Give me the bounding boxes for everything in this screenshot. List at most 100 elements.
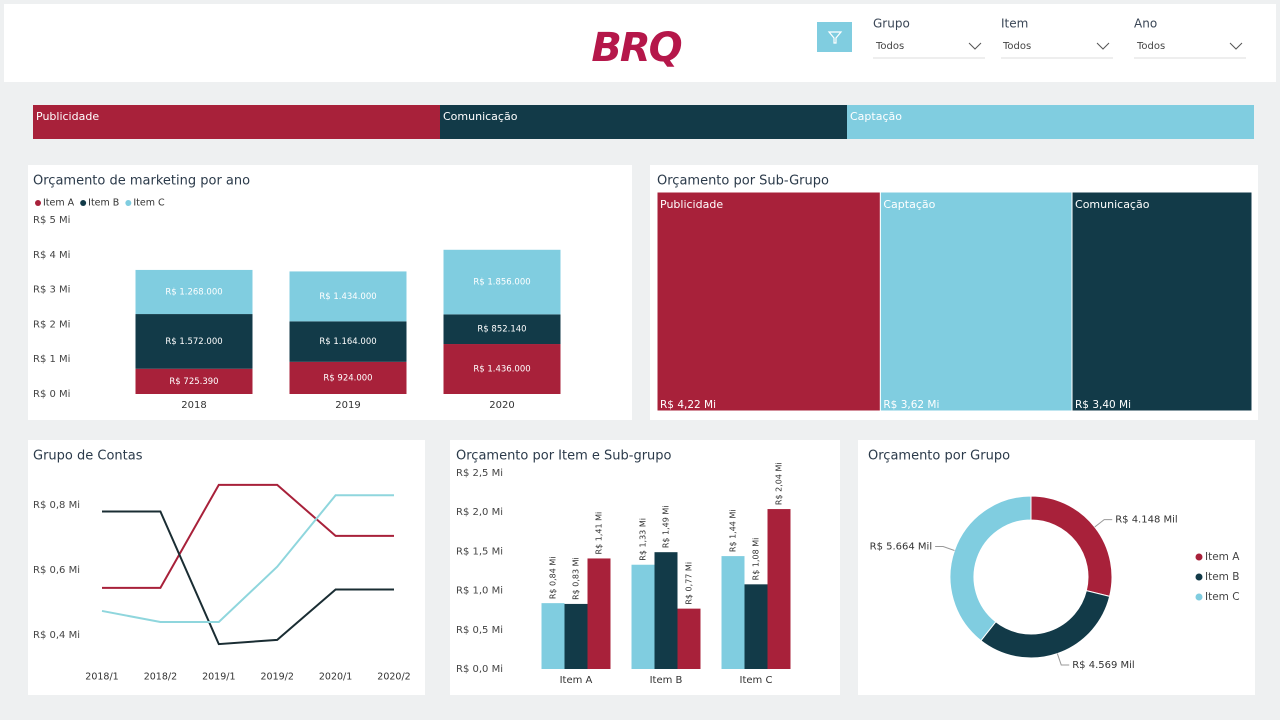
bar [677,608,701,669]
line-series [101,494,394,623]
panel [858,440,1255,695]
filter-icon-bg [817,22,852,52]
filter-value: Todos [1002,41,1031,52]
data-label: R$ 1,49 Mi [662,506,671,549]
filter-ano[interactable]: Ano Todos [1134,17,1246,59]
chevron [968,42,982,50]
x-tick-label: Item A [560,675,593,686]
tile-label: Publicidade [660,198,723,211]
chart-title: Grupo de Contas [33,449,143,464]
x-tick-label: 2019/2 [260,672,293,683]
data-label: R$ 924.000 [323,373,372,383]
legend-label: Item B [88,198,119,209]
bar-segment [443,249,561,315]
tab-label: Publicidade [36,110,99,123]
chart-title: Orçamento por Grupo [868,449,1010,464]
bar [564,603,588,669]
filter-grupo[interactable]: Grupo Todos [873,17,985,59]
x-tick-label: 2018/1 [85,672,118,683]
y-tick-label: R$ 0 Mi [33,389,70,400]
x-tick-label: 2019/1 [202,672,235,683]
filter-value: Todos [1136,41,1165,52]
data-label: R$ 1.572.000 [165,337,222,347]
bar [767,509,791,669]
treemap-tile [1071,191,1253,412]
chevron [1096,42,1110,50]
data-label: R$ 725.390 [169,377,218,387]
bar-segment [135,368,253,394]
legend-marker [35,200,41,206]
bar-segment [289,271,407,322]
tabs: Publicidade Comunicação Captação [33,105,1254,139]
bar [541,603,565,669]
y-tick-label: R$ 0,0 Mi [456,664,503,675]
legend-marker [1195,573,1203,581]
tab[interactable] [33,105,440,139]
chart-title: Orçamento de marketing por ano [33,174,250,189]
panel [28,440,425,695]
data-label: R$ 5.664 Mil [870,542,932,553]
filter-button[interactable] [817,22,852,52]
x-tick-label: 2020 [489,400,514,411]
data-label: R$ 1.856.000 [473,278,530,288]
data-label: R$ 2,04 Mi [775,462,784,505]
x-tick-label: 2020/2 [377,672,410,683]
bar-segment [443,314,561,345]
chevron [1229,42,1243,50]
bar-segment [443,344,561,394]
x-tick-label: 2018/2 [144,672,177,683]
bar [721,556,745,669]
logo: BRQ [591,25,681,71]
y-tick-label: R$ 3 Mi [33,285,70,296]
tab[interactable] [440,105,847,139]
y-tick-label: R$ 1 Mi [33,354,70,365]
tab[interactable] [847,105,1254,139]
filter-icon [827,31,843,44]
legend-label: Item A [1205,551,1240,563]
leader-line [1094,519,1113,528]
x-tick-label: Item C [740,675,773,686]
y-tick-label: R$ 1,0 Mi [456,586,503,597]
data-label: R$ 4.148 Mil [1115,515,1177,526]
leader-line [935,546,955,551]
donut-slice [949,495,1032,642]
bar-segment [289,321,407,362]
tab-label: Captação [850,110,902,123]
x-tick-label: Item B [650,675,683,686]
filter-value: Todos [875,41,904,52]
leader-line [1056,653,1070,666]
y-tick-label: R$ 0,5 Mi [456,625,503,636]
y-tick-label: R$ 0,4 Mi [33,630,80,641]
data-label: R$ 1.164.000 [319,337,376,347]
legend-marker [1195,553,1203,561]
filter-label: Item [1001,17,1028,31]
filter-item[interactable]: Item Todos [1001,17,1113,59]
bar-segment [135,269,253,315]
tile-value: R$ 4,22 Mi [660,399,716,411]
header-bar [4,4,1276,82]
legend-marker [80,200,87,206]
tile-label: Captação [883,198,935,211]
y-tick-label: R$ 0,6 Mi [33,565,80,576]
bar-segment [289,361,407,394]
x-tick-label: 2019 [335,400,360,411]
tile-value: R$ 3,62 Mi [883,399,939,411]
treemap-tile [879,191,1073,412]
line-series [102,483,394,589]
data-label: R$ 1,08 Mi [752,538,761,581]
tile-label: Comunicação [1075,198,1150,211]
x-tick-label: 2018 [181,400,206,411]
data-label: R$ 852.140 [477,325,526,335]
data-label: R$ 1,41 Mi [595,512,604,555]
filter-label: Grupo [873,17,910,31]
y-tick-label: R$ 1,5 Mi [456,546,503,557]
data-label: R$ 1,44 Mi [729,509,738,552]
tile-value: R$ 3,40 Mi [1075,399,1131,411]
y-tick-label: R$ 2,0 Mi [456,507,503,518]
data-label: R$ 1.436.000 [473,365,530,375]
data-label: R$ 0,84 Mi [549,556,558,599]
data-label: R$ 0,77 Mi [685,562,694,605]
data-label: R$ 4.569 Mil [1072,660,1134,671]
y-tick-label: R$ 2,5 Mi [456,468,503,479]
